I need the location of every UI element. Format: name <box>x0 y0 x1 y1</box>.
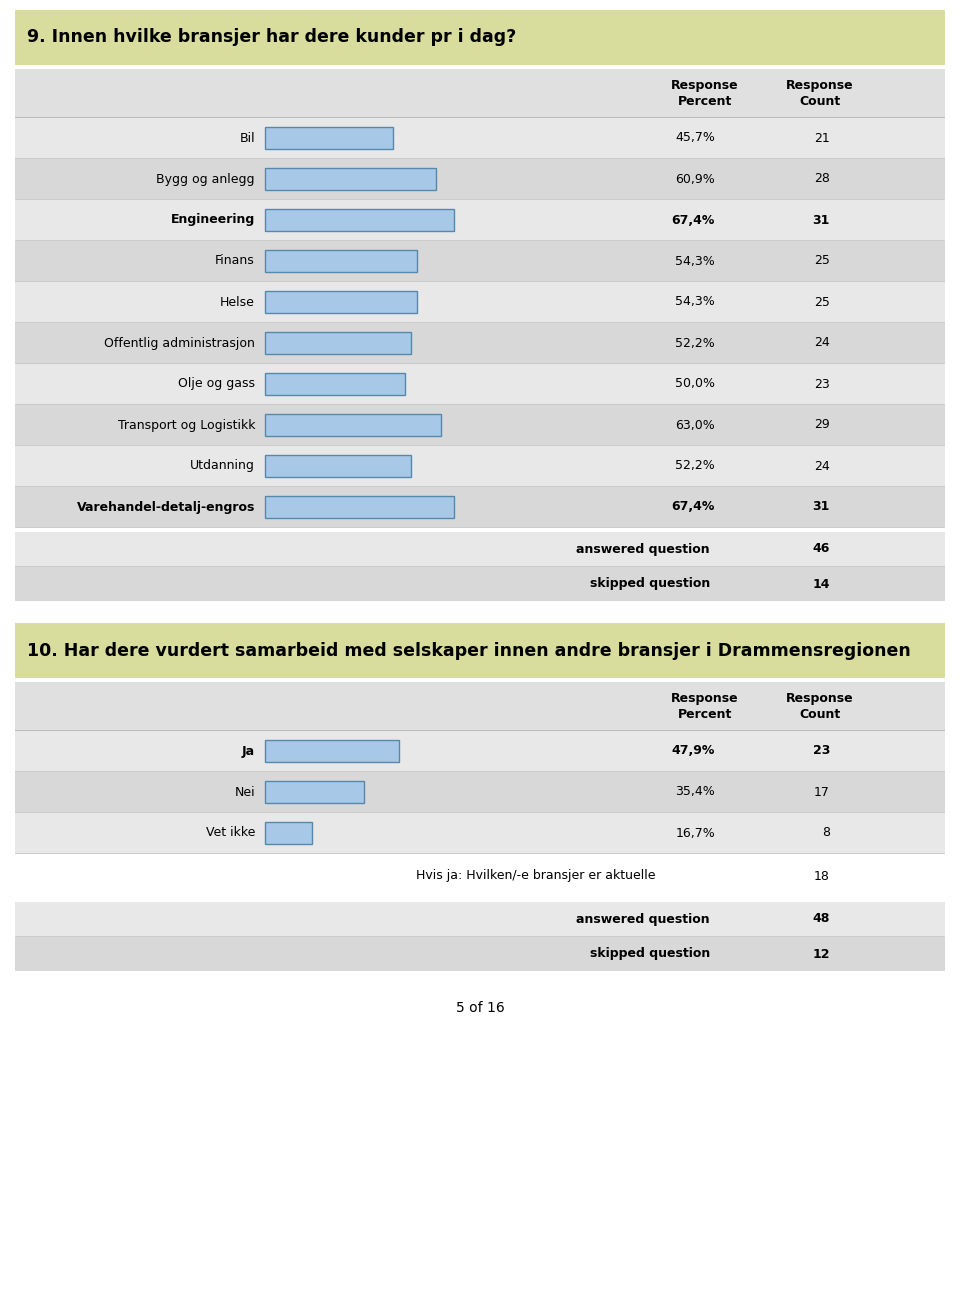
Text: 67,4%: 67,4% <box>672 500 715 513</box>
Text: 5 of 16: 5 of 16 <box>456 1001 504 1015</box>
Bar <box>15 853 945 899</box>
Bar <box>15 10 945 65</box>
Text: Count: Count <box>800 709 841 721</box>
Text: 35,4%: 35,4% <box>675 786 715 799</box>
Text: Response: Response <box>671 79 739 92</box>
Bar <box>265 168 436 190</box>
Text: 50,0%: 50,0% <box>675 378 715 390</box>
Text: 47,9%: 47,9% <box>672 745 715 758</box>
Text: Utdanning: Utdanning <box>190 459 255 472</box>
Text: 67,4%: 67,4% <box>672 213 715 226</box>
Text: Percent: Percent <box>678 96 732 109</box>
Bar <box>265 497 454 518</box>
Bar <box>15 446 945 486</box>
Text: Count: Count <box>800 96 841 109</box>
Text: Response: Response <box>786 692 853 705</box>
Bar <box>265 781 364 803</box>
Bar <box>265 414 442 436</box>
Text: 17: 17 <box>814 786 830 799</box>
Bar <box>265 740 399 762</box>
Text: 48: 48 <box>812 913 830 926</box>
Bar <box>15 681 945 731</box>
Text: answered question: answered question <box>576 543 710 556</box>
Text: 31: 31 <box>812 213 830 226</box>
Text: 16,7%: 16,7% <box>675 826 715 839</box>
Bar <box>15 159 945 199</box>
Bar <box>265 372 405 394</box>
Text: 52,2%: 52,2% <box>675 336 715 349</box>
Text: Hvis ja: Hvilken/-e bransjer er aktuelle: Hvis ja: Hvilken/-e bransjer er aktuelle <box>416 869 655 883</box>
Text: Ja: Ja <box>242 745 255 758</box>
Bar <box>15 678 945 681</box>
Text: Bygg og anlegg: Bygg og anlegg <box>156 172 255 185</box>
Bar <box>15 323 945 363</box>
Bar <box>15 69 945 116</box>
Bar <box>15 903 945 936</box>
Text: 52,2%: 52,2% <box>675 459 715 472</box>
Text: Engineering: Engineering <box>171 213 255 226</box>
Bar <box>265 291 417 313</box>
Text: 23: 23 <box>812 745 830 758</box>
Text: 14: 14 <box>812 578 830 591</box>
Bar <box>15 405 945 445</box>
Bar <box>15 118 945 158</box>
Text: answered question: answered question <box>576 913 710 926</box>
Text: 25: 25 <box>814 255 830 268</box>
Text: 45,7%: 45,7% <box>675 132 715 145</box>
Text: skipped question: skipped question <box>589 578 710 591</box>
Bar <box>265 822 312 844</box>
Text: 24: 24 <box>814 459 830 472</box>
Text: Percent: Percent <box>678 709 732 721</box>
Bar <box>15 282 945 322</box>
Text: 60,9%: 60,9% <box>675 172 715 185</box>
Text: skipped question: skipped question <box>589 948 710 961</box>
Bar <box>15 528 945 531</box>
Bar <box>15 200 945 240</box>
Bar <box>15 772 945 812</box>
Bar <box>265 127 393 149</box>
Bar <box>15 623 945 678</box>
Bar <box>15 531 945 566</box>
Text: 8: 8 <box>822 826 830 839</box>
Text: Response: Response <box>786 79 853 92</box>
Text: Finans: Finans <box>215 255 255 268</box>
Text: 18: 18 <box>814 869 830 883</box>
Bar <box>265 209 454 231</box>
Text: 29: 29 <box>814 419 830 432</box>
Bar <box>15 731 945 771</box>
Bar <box>15 65 945 69</box>
Text: 23: 23 <box>814 378 830 390</box>
Text: Offentlig administrasjon: Offentlig administrasjon <box>104 336 255 349</box>
Text: Transport og Logistikk: Transport og Logistikk <box>117 419 255 432</box>
Bar <box>15 899 945 903</box>
Text: Olje og gass: Olje og gass <box>178 378 255 390</box>
Text: 10. Har dere vurdert samarbeid med selskaper innen andre bransjer i Drammensregi: 10. Har dere vurdert samarbeid med selsk… <box>27 641 911 659</box>
Text: 54,3%: 54,3% <box>675 255 715 268</box>
Text: Bil: Bil <box>239 132 255 145</box>
Bar <box>265 250 417 272</box>
Text: 9. Innen hvilke bransjer har dere kunder pr i dag?: 9. Innen hvilke bransjer har dere kunder… <box>27 28 516 47</box>
Text: Varehandel-detalj-engros: Varehandel-detalj-engros <box>77 500 255 513</box>
Bar <box>15 937 945 971</box>
Text: Nei: Nei <box>234 786 255 799</box>
Text: 25: 25 <box>814 296 830 309</box>
Text: Response: Response <box>671 692 739 705</box>
Text: 46: 46 <box>812 543 830 556</box>
Text: 24: 24 <box>814 336 830 349</box>
Bar <box>15 568 945 601</box>
Text: 12: 12 <box>812 948 830 961</box>
Text: 31: 31 <box>812 500 830 513</box>
Bar <box>15 240 945 281</box>
Text: 21: 21 <box>814 132 830 145</box>
Text: Helse: Helse <box>220 296 255 309</box>
Bar <box>265 455 411 477</box>
Bar <box>15 365 945 403</box>
Text: 63,0%: 63,0% <box>675 419 715 432</box>
Text: 54,3%: 54,3% <box>675 296 715 309</box>
Bar <box>15 813 945 853</box>
Bar <box>15 487 945 528</box>
Text: Vet ikke: Vet ikke <box>205 826 255 839</box>
Text: 28: 28 <box>814 172 830 185</box>
Bar <box>265 332 411 354</box>
